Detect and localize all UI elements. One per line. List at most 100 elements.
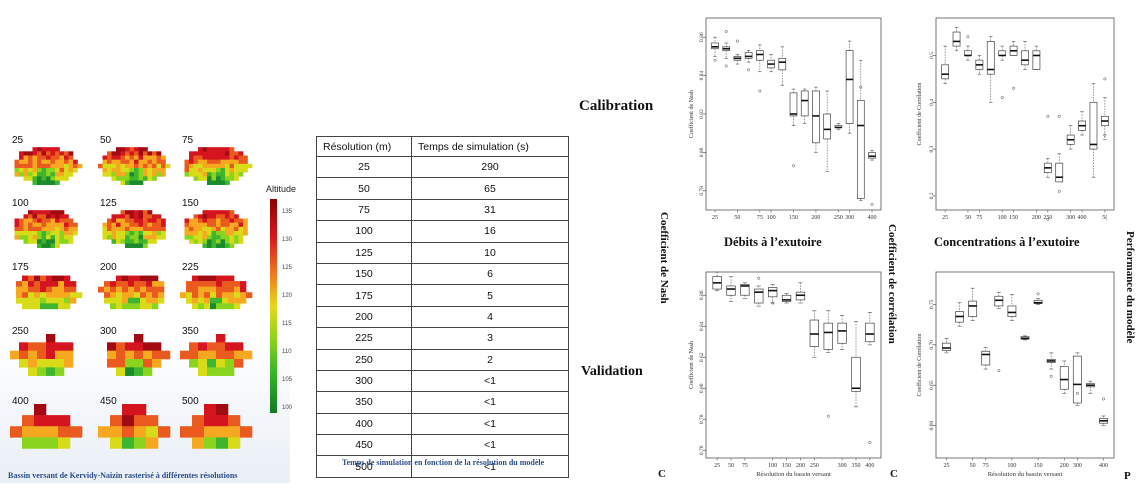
edge-letter-c1: C — [658, 468, 666, 480]
raster-map-50: 50 — [98, 135, 182, 199]
x-tick-label: 100 — [998, 215, 1007, 221]
y-axis-label: Coefficient de Nash — [688, 90, 695, 138]
raster-map-image — [16, 275, 83, 310]
raster-map-500: 500 — [180, 396, 264, 460]
y-tick-label: 0.84 — [699, 71, 705, 81]
table-row: 75 31 — [316, 198, 569, 222]
y-tick-label: 0.86 — [699, 32, 705, 42]
outlier-point — [735, 39, 739, 43]
maps-caption: Bassin versant de Kervidy-Naizin rasteri… — [8, 471, 238, 480]
box-175 — [778, 57, 787, 71]
table-row: 100 16 — [316, 220, 569, 243]
box-50 — [726, 285, 736, 296]
cell-simulation-time: <1 — [411, 434, 569, 457]
cell-resolution: 500 — [316, 455, 412, 478]
raster-map-225: 225 — [180, 262, 264, 326]
table-row: 125 10 — [316, 241, 569, 264]
outlier-point — [826, 414, 830, 418]
x-axis-label: Résolution du bassin versant — [756, 471, 831, 478]
outlier-point — [1000, 96, 1004, 100]
y-tick-label: 0.65 — [929, 380, 935, 390]
cell-resolution: 200 — [316, 305, 412, 329]
raster-map-300: 300 — [98, 326, 182, 390]
box-50 — [952, 31, 961, 47]
raster-map-image — [180, 404, 253, 449]
y-tick-label: 0.84 — [699, 321, 705, 331]
outlier-point — [724, 29, 728, 33]
cell-simulation-time: 10 — [411, 241, 569, 264]
cell-resolution: 350 — [316, 391, 412, 414]
x-tick-label: 300 — [1066, 215, 1075, 221]
box-150 — [1007, 305, 1017, 317]
y-tick-label: 0.75 — [929, 299, 935, 309]
y-tick-label: 0.4 — [929, 99, 935, 106]
raster-map-350: 350 — [180, 326, 264, 390]
x-tick-label: 250 — [810, 463, 819, 469]
legend-tick-label: 100 — [282, 405, 293, 411]
x-tick-label: 25 — [712, 215, 718, 221]
coef-corr-vertical-label: Coefficient de corrélation — [886, 224, 898, 344]
y-tick-label: 0.3 — [929, 145, 935, 152]
box-200 — [1033, 299, 1043, 304]
cell-resolution: 400 — [316, 412, 412, 436]
box-125 — [768, 287, 778, 298]
x-tick-label: 200 — [796, 463, 805, 469]
outlier-point — [1012, 86, 1016, 90]
cell-resolution: 100 — [316, 220, 412, 243]
cell-resolution: 450 — [316, 434, 412, 457]
outlier-point — [771, 301, 775, 305]
raster-map-label: 450 — [100, 396, 117, 407]
raster-map-label: 175 — [12, 262, 29, 273]
coef-nash-vertical-label: Coefficient de Nash — [658, 212, 670, 304]
box-300 — [1055, 162, 1064, 183]
plot-frame — [935, 17, 1115, 211]
table-row: 150 6 — [316, 262, 569, 286]
legend-tick-label: 120 — [282, 293, 293, 299]
raster-map-image — [14, 147, 83, 185]
header-resolution: Résolution (m) — [316, 136, 412, 157]
outlier-point — [1046, 114, 1050, 118]
cell-resolution: 25 — [316, 155, 412, 179]
boxplot-calibration-concentrations-svg: 0.2 0.3 0.4 0.5 Coefficient de Corrélation 25… — [916, 17, 1115, 221]
legend-tick-label: 105 — [282, 377, 293, 383]
box-300 — [1059, 366, 1069, 390]
box-225 — [800, 90, 809, 117]
table-row: 500 <1 — [316, 455, 569, 478]
box-450 — [856, 100, 865, 199]
cell-resolution: 50 — [316, 177, 412, 200]
outlier-point — [870, 202, 874, 206]
raster-map-175: 175 — [10, 262, 94, 326]
table-row: 50 65 — [316, 177, 569, 200]
outlier-point — [747, 68, 751, 72]
x-tick-label: 200 — [1060, 463, 1069, 469]
x-tick-label: 75 — [976, 215, 982, 221]
cell-simulation-time: 2 — [411, 348, 569, 371]
outlier-point — [1057, 114, 1061, 118]
x-tick-label: 300 — [838, 463, 847, 469]
box-150 — [781, 294, 792, 302]
validation-label: Validation — [581, 364, 643, 379]
x-tick-label: 250 — [1043, 215, 1052, 221]
raster-map-400: 400 — [10, 396, 94, 460]
raster-map-label: 500 — [182, 396, 199, 407]
cell-simulation-time: <1 — [411, 412, 569, 436]
x-tick-label: 150 — [782, 463, 791, 469]
cell-simulation-time: 290 — [411, 155, 569, 179]
outlier-point — [724, 64, 728, 68]
box-100 — [754, 288, 764, 304]
outlier-point — [966, 35, 970, 39]
raster-map-image — [180, 334, 253, 376]
concentrations-caption: Concentrations à l’exutoire — [934, 235, 1080, 249]
raster-map-125: 125 — [98, 198, 182, 262]
outlier-point — [792, 164, 795, 168]
box-250 — [837, 322, 847, 344]
outlier-point — [859, 85, 863, 89]
outlier-point — [1103, 77, 1107, 81]
y-tick-label: 0.80 — [699, 147, 705, 157]
table-row: 200 4 — [316, 305, 569, 329]
box-350 — [865, 322, 875, 343]
raster-map-250: 250 — [10, 326, 94, 390]
outlier-point — [997, 369, 1001, 373]
y-tick-label: 0.60 — [929, 421, 935, 431]
cell-simulation-time: 5 — [411, 284, 569, 307]
